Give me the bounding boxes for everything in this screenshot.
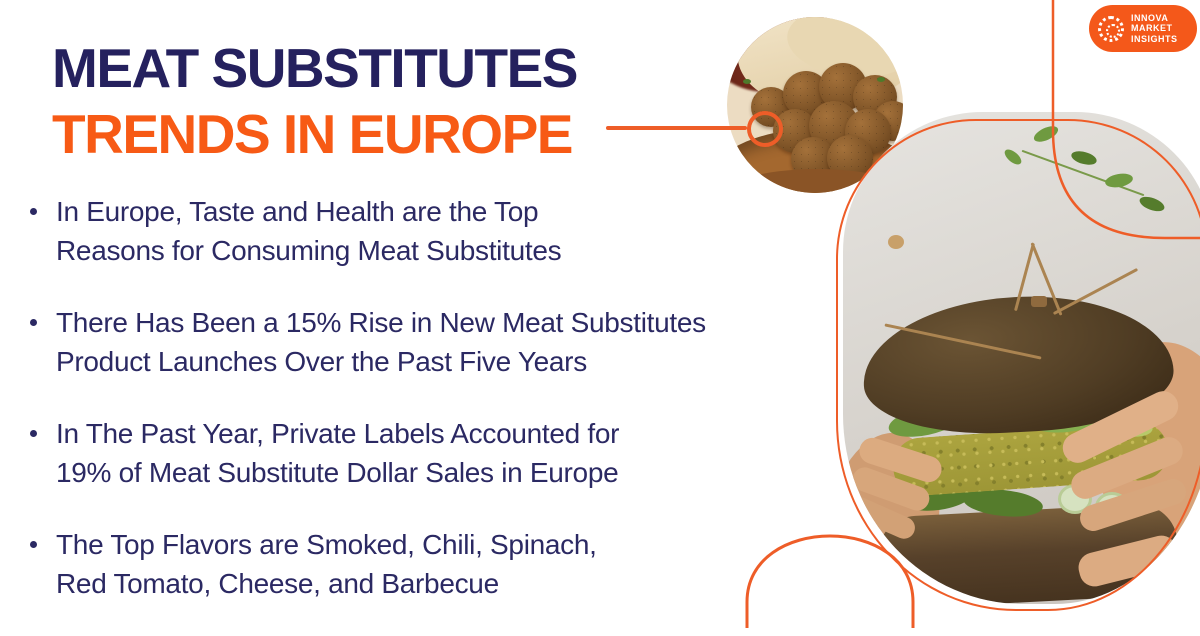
callout-highlight-ring (747, 111, 783, 147)
bullet-text: Product Launches Over the Past Five Year… (56, 346, 587, 377)
innova-logo: INNOVA MARKET INSIGHTS (1089, 5, 1197, 52)
burger-photo-outline (836, 119, 1200, 611)
bullet-text: There Has Been a 15% Rise in New Meat Su… (56, 307, 706, 338)
parsley-bit (877, 77, 885, 82)
parsley-bit (743, 79, 751, 84)
bullet-text: In Europe, Taste and Health are the Top (56, 196, 539, 227)
list-item: The Top Flavors are Smoked, Chili, Spina… (30, 525, 860, 603)
bullet-dot (30, 319, 37, 326)
list-item: In The Past Year, Private Labels Account… (30, 414, 860, 492)
logo-word: INSIGHTS (1131, 33, 1178, 44)
insights-list: In Europe, Taste and Health are the Top … (30, 192, 860, 636)
callout-connector-line (606, 126, 747, 130)
page-title: MEAT SUBSTITUTES TRENDS IN EUROPE (52, 37, 578, 165)
twine-knot (1031, 296, 1047, 307)
list-item: There Has Been a 15% Rise in New Meat Su… (30, 303, 860, 381)
bullet-text: The Top Flavors are Smoked, Chili, Spina… (56, 529, 597, 560)
bullet-text: Red Tomato, Cheese, and Barbecue (56, 568, 499, 599)
title-line-1: MEAT SUBSTITUTES (52, 37, 578, 99)
bullet-text: Reasons for Consuming Meat Substitutes (56, 235, 562, 266)
bullet-dot (30, 430, 37, 437)
bullet-text: In The Past Year, Private Labels Account… (56, 418, 620, 449)
logo-word: INNOVA (1131, 12, 1169, 23)
bullet-dot (30, 541, 37, 548)
title-line-2: TRENDS IN EUROPE (52, 103, 573, 165)
innova-dotted-circle-icon (1098, 15, 1124, 42)
list-item: In Europe, Taste and Health are the Top … (30, 192, 860, 270)
bullet-text: 19% of Meat Substitute Dollar Sales in E… (56, 457, 619, 488)
bullet-dot (30, 208, 37, 215)
logo-word: MARKET (1131, 23, 1173, 34)
